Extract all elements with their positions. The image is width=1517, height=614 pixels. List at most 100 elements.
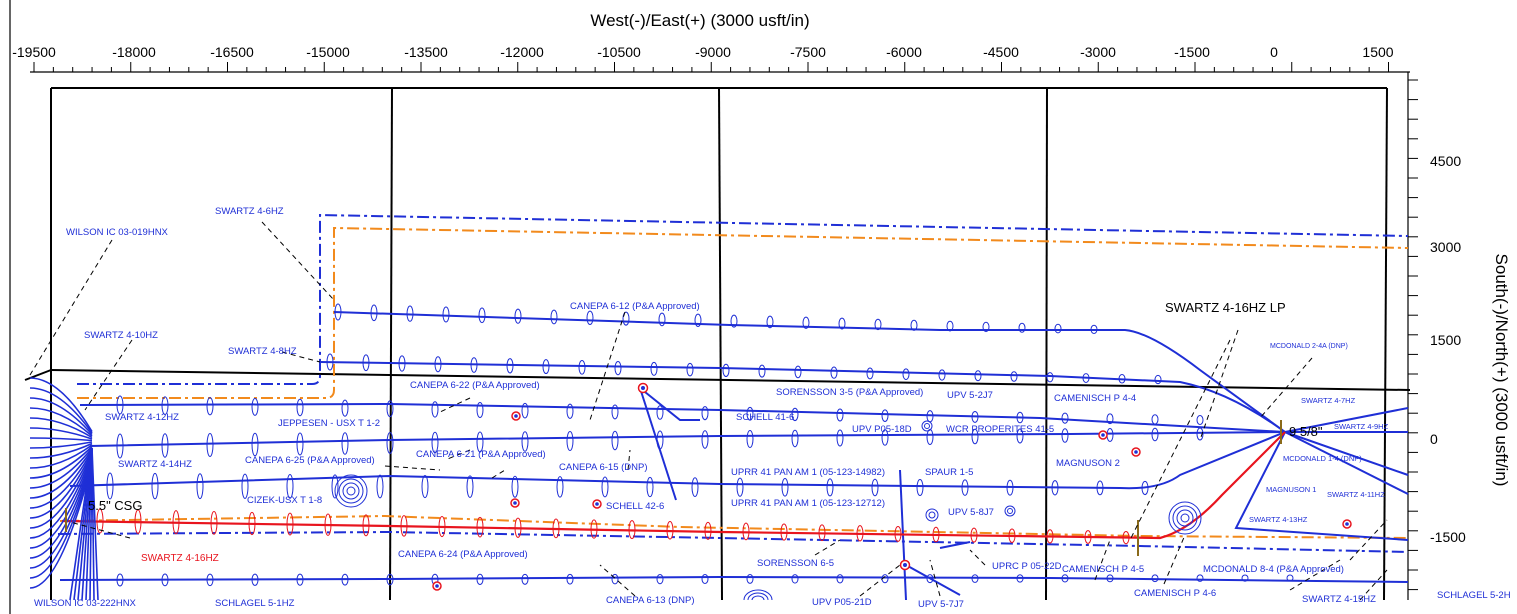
uncertainty-ellipse [116, 573, 124, 587]
x-tick-label: -1500 [1174, 44, 1210, 60]
uncertainty-ellipse [1016, 428, 1024, 444]
uncertainty-ellipse [286, 473, 294, 499]
y-tick-marks [1408, 79, 1418, 591]
uncertainty-ellipse [521, 402, 529, 419]
fan-well-path [29, 461, 93, 579]
uncertainty-ellipse [251, 397, 259, 416]
uncertainty-ellipse [656, 430, 664, 450]
well-label-swartz-416: SWARTZ 4-16HZ [141, 553, 219, 564]
fan-well-path [29, 442, 93, 459]
fan-well-path [29, 458, 93, 559]
spiral-upv-18d [921, 420, 933, 432]
target-well-path [61, 431, 1286, 540]
uncertainty-ellipse [206, 573, 214, 587]
uncertainty-ellipse [514, 517, 522, 538]
uncertainty-ellipse [521, 431, 529, 452]
lease-line [59, 226, 1409, 539]
uncertainty-ellipse [286, 512, 294, 536]
uncertainty-ellipse [836, 408, 844, 422]
well-label-swartz-46: SWARTZ 4-6HZ [215, 206, 284, 217]
uncertainty-ellipse [794, 365, 802, 379]
uncertainty-ellipse [982, 321, 990, 333]
well-marker [432, 581, 442, 591]
well-marker [899, 559, 911, 571]
fan-well-path [29, 447, 93, 489]
uncertainty-ellipse [1082, 373, 1090, 383]
uncertainty-ellipse [650, 361, 658, 376]
well-label-uprc-p05-22d: UPRC P 05-22D [992, 561, 1062, 572]
y-tick-label: -1500 [1430, 529, 1466, 545]
uncertainty-ellipse [722, 363, 730, 378]
uncertainty-ellipse [476, 402, 484, 418]
uncertainty-ellipse [758, 364, 766, 378]
well-label-jeppesen: JEPPESEN - USX T 1-2 [278, 418, 380, 429]
uncertainty-ellipse [781, 477, 789, 497]
fan-well-path [29, 441, 93, 449]
uncertainty-ellipse [622, 311, 630, 326]
uncertainty-ellipse [1090, 324, 1098, 335]
well-label-wilson-222: WILSON IC 03-222HNX [34, 598, 137, 609]
well-label-swartz-413: SWARTZ 4-13HZ [1249, 515, 1308, 524]
uncertainty-ellipse [628, 520, 636, 540]
well-label-canepa-615: CANEPA 6-15 (DNP) [559, 462, 648, 473]
x-tick-label: -15000 [306, 44, 350, 60]
well-label-upv-p05-18d: UPV P05-18D [852, 424, 912, 435]
uncertainty-ellipse [658, 312, 666, 327]
uncertainty-ellipse [1196, 415, 1204, 425]
well-marker [1131, 447, 1141, 457]
uncertainty-ellipse [362, 354, 370, 372]
uncertainty-ellipse [866, 367, 874, 380]
uncertainty-ellipse [241, 473, 249, 499]
uncertainty-ellipse [334, 303, 342, 321]
x-tick-label: -16500 [210, 44, 254, 60]
uncertainty-ellipse [470, 357, 478, 373]
uncertainty-ellipse [780, 523, 788, 541]
uncertainty-ellipse [656, 405, 664, 420]
x-tick-label: 1500 [1362, 44, 1393, 60]
well-label-canepa-622: CANEPA 6-22 (P&A Approved) [410, 380, 540, 391]
uncertainty-ellipse [248, 511, 256, 536]
y-tick-label: 1500 [1430, 332, 1461, 348]
fan-well-path [29, 450, 93, 509]
well-label-swartz-411: SWARTZ 4-11HZ [1327, 490, 1385, 499]
uncertainty-ellipses [96, 303, 1294, 587]
y-tick-label: 0 [1430, 431, 1438, 447]
uncertainty-ellipse [251, 432, 259, 457]
well-label-camenisch-46: CAMENISCH P 4-6 [1134, 588, 1216, 599]
x-tick-labels: -19500 -18000 -16500 -15000 -13500 -1200… [12, 44, 1394, 60]
well-label-upv-57j7: UPV 5-7J7 [918, 599, 964, 610]
well-label-swartz-48: SWARTZ 4-8HZ [228, 346, 297, 357]
axis-frame [9, 0, 1410, 614]
uncertainty-ellipse [971, 574, 979, 583]
uncertainty-ellipse [926, 574, 934, 584]
uncertainty-ellipse [601, 476, 609, 498]
uncertainty-ellipse [836, 574, 844, 584]
fan-well-path [29, 452, 93, 519]
well-label-swartz-47: SWARTZ 4-7HZ [1301, 396, 1356, 405]
well-label-schlagel-51: SCHLAGEL 5-1HZ [215, 598, 295, 609]
fan-well-path [29, 455, 93, 539]
well-label-sorensson-65: SORENSSON 6-5 [757, 558, 834, 569]
uncertainty-ellipse [400, 515, 408, 537]
uncertainty-ellipse [1054, 323, 1062, 334]
uncertainty-ellipse [566, 573, 574, 585]
uncertainty-ellipse [370, 304, 378, 322]
uncertainty-ellipse [151, 472, 159, 500]
uncertainty-ellipse [611, 430, 619, 451]
well-label-spaur: SPAUR 1-5 [925, 467, 973, 478]
uncertainty-ellipse [1008, 528, 1016, 544]
uncertainty-ellipse [1061, 412, 1069, 424]
leader-lines [29, 221, 1388, 601]
uncertainty-ellipse [106, 472, 114, 500]
uncertainty-ellipse [1046, 529, 1054, 544]
uncertainty-ellipse [932, 526, 940, 543]
uncertainty-ellipse [326, 353, 334, 371]
well-label-sorensson-35: SORENSSON 3-5 (P&A Approved) [776, 387, 923, 398]
x-tick-marks [33, 62, 1389, 72]
uncertainty-ellipse [802, 316, 810, 329]
spiral-sorensson [743, 589, 773, 601]
uncertainty-ellipse [1118, 373, 1126, 384]
well-label-swartz-415: SWARTZ 4-15HZ [1302, 594, 1376, 605]
uncertainty-ellipse [386, 432, 394, 454]
uncertainty-ellipse [766, 315, 774, 329]
